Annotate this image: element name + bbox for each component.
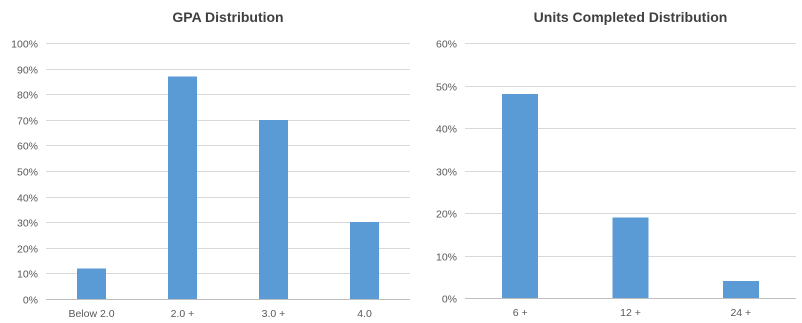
x-category-label: Below 2.0 [68, 308, 114, 320]
y-tick-label: 40% [17, 193, 38, 205]
bar-2-0 [168, 76, 197, 299]
bar-below-2-0 [77, 268, 106, 299]
x-category-label: 12 + [620, 307, 641, 319]
y-tick-label: 80% [17, 90, 38, 102]
bar-24 [722, 281, 759, 298]
x-category-label: 4.0 [357, 308, 372, 320]
bar-3-0 [259, 119, 288, 299]
y-tick-label: 70% [17, 116, 38, 128]
units-completed-distribution-chart: Units Completed Distribution 0% 10% 20% 30%… [436, 9, 796, 319]
gpa-distribution-chart: GPA Distribution 0% 10% 20% 30% 40% 50% 60% 70%… [11, 9, 410, 320]
x-category-label: 6 + [513, 307, 528, 319]
y-tick-label: 10% [436, 252, 457, 264]
bar-12 [612, 217, 649, 298]
y-tick-label: 30% [436, 167, 457, 179]
y-tick-label: 30% [17, 218, 38, 230]
bar-6 [502, 94, 539, 298]
y-tick-label: 50% [17, 167, 38, 179]
y-tick-label: 100% [11, 39, 38, 51]
y-tick-label: 0% [23, 295, 38, 307]
y-tick-label: 50% [436, 82, 457, 94]
x-category-label: 3.0 + [262, 308, 286, 320]
y-tick-label: 60% [17, 141, 38, 153]
x-category-label: 24 + [730, 307, 751, 319]
chart-title: Units Completed Distribution [534, 9, 728, 25]
y-tick-label: 20% [17, 244, 38, 256]
chart-title: GPA Distribution [172, 9, 283, 25]
y-tick-label: 0% [442, 294, 457, 306]
y-tick-label: 40% [436, 124, 457, 136]
y-tick-label: 10% [17, 269, 38, 281]
x-category-label: 2.0 + [171, 308, 195, 320]
y-tick-label: 60% [436, 39, 457, 51]
y-tick-label: 90% [17, 65, 38, 77]
y-tick-label: 20% [436, 209, 457, 221]
bar-4-0 [350, 222, 379, 299]
